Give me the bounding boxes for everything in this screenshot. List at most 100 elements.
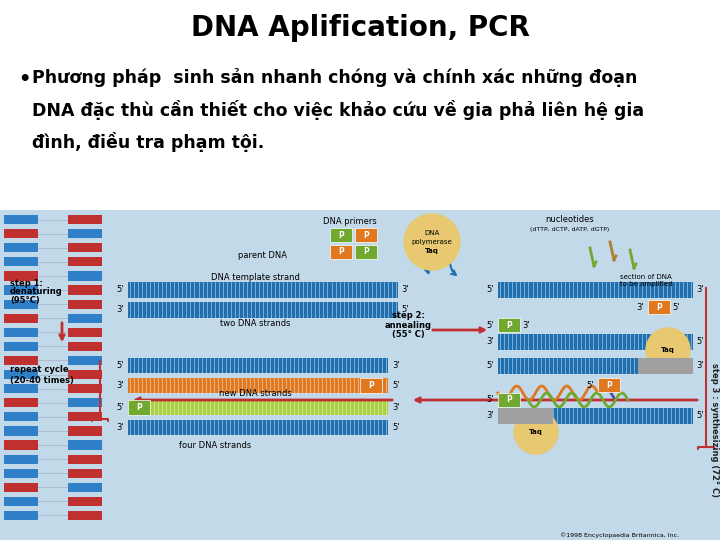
Text: đình, điều tra phạm tội.: đình, điều tra phạm tội.: [32, 132, 264, 152]
FancyBboxPatch shape: [128, 378, 388, 393]
FancyBboxPatch shape: [68, 286, 102, 295]
Text: 3': 3': [696, 286, 703, 294]
FancyBboxPatch shape: [4, 483, 37, 492]
FancyBboxPatch shape: [4, 243, 37, 252]
FancyBboxPatch shape: [4, 215, 37, 224]
Text: two DNA strands: two DNA strands: [220, 320, 290, 328]
FancyBboxPatch shape: [4, 356, 37, 365]
Text: 5': 5': [487, 286, 494, 294]
FancyBboxPatch shape: [4, 314, 37, 323]
FancyBboxPatch shape: [498, 334, 693, 350]
Text: 3': 3': [487, 338, 494, 347]
Text: four DNA strands: four DNA strands: [179, 441, 251, 449]
FancyBboxPatch shape: [4, 398, 37, 407]
FancyBboxPatch shape: [4, 412, 37, 421]
FancyBboxPatch shape: [4, 342, 37, 351]
Text: (95°C): (95°C): [10, 296, 40, 306]
Text: 5': 5': [117, 286, 124, 294]
Text: P: P: [136, 403, 142, 412]
Text: 5': 5': [392, 423, 400, 432]
Text: section of DNA: section of DNA: [620, 274, 672, 280]
Text: 3': 3': [636, 302, 644, 312]
FancyBboxPatch shape: [648, 300, 670, 314]
Text: P: P: [606, 381, 612, 389]
FancyBboxPatch shape: [128, 358, 388, 373]
FancyBboxPatch shape: [330, 228, 352, 242]
Text: nucleotides: nucleotides: [546, 215, 595, 225]
FancyBboxPatch shape: [330, 245, 352, 259]
FancyBboxPatch shape: [0, 210, 720, 540]
Text: step 1:: step 1:: [10, 279, 43, 287]
FancyBboxPatch shape: [4, 300, 37, 309]
FancyBboxPatch shape: [498, 358, 693, 374]
FancyBboxPatch shape: [355, 245, 377, 259]
Text: DNA đặc thù cần thiết cho việc khảo cứu về gia phả liên hệ gia: DNA đặc thù cần thiết cho việc khảo cứu …: [32, 100, 644, 120]
FancyBboxPatch shape: [4, 497, 37, 506]
FancyBboxPatch shape: [498, 282, 693, 298]
FancyBboxPatch shape: [68, 215, 102, 224]
Text: 3': 3': [522, 321, 530, 329]
FancyBboxPatch shape: [68, 455, 102, 464]
Text: P: P: [506, 395, 512, 404]
Text: 3': 3': [117, 423, 124, 432]
Text: P: P: [338, 231, 344, 240]
Text: annealing: annealing: [384, 321, 431, 329]
Circle shape: [404, 214, 460, 270]
Text: 3': 3': [392, 361, 400, 370]
Text: 5': 5': [696, 338, 703, 347]
FancyBboxPatch shape: [4, 272, 37, 280]
Text: Taq: Taq: [425, 248, 439, 254]
FancyBboxPatch shape: [4, 229, 37, 238]
FancyBboxPatch shape: [68, 314, 102, 323]
FancyBboxPatch shape: [68, 384, 102, 393]
Text: P: P: [656, 302, 662, 312]
Text: P: P: [368, 381, 374, 390]
Text: DNA primers: DNA primers: [323, 218, 377, 226]
FancyBboxPatch shape: [498, 408, 553, 424]
Text: (55° C): (55° C): [392, 330, 424, 340]
Text: P: P: [338, 247, 344, 256]
FancyBboxPatch shape: [4, 286, 37, 295]
FancyBboxPatch shape: [68, 328, 102, 337]
Text: 3': 3': [401, 286, 409, 294]
Text: P: P: [363, 247, 369, 256]
FancyBboxPatch shape: [68, 229, 102, 238]
FancyBboxPatch shape: [128, 302, 398, 318]
Text: 5': 5': [487, 395, 494, 404]
Text: •: •: [18, 70, 30, 89]
FancyBboxPatch shape: [4, 441, 37, 450]
Text: 5': 5': [487, 361, 494, 370]
FancyBboxPatch shape: [68, 356, 102, 365]
FancyBboxPatch shape: [68, 272, 102, 280]
FancyBboxPatch shape: [68, 497, 102, 506]
Text: to be amplified: to be amplified: [620, 281, 672, 287]
Text: repeat cycle: repeat cycle: [10, 366, 68, 375]
FancyBboxPatch shape: [128, 420, 388, 435]
Text: ©1998 Encyclopaedia Britannica, Inc.: ©1998 Encyclopaedia Britannica, Inc.: [560, 532, 679, 538]
FancyBboxPatch shape: [68, 398, 102, 407]
FancyBboxPatch shape: [355, 228, 377, 242]
Text: DNA: DNA: [424, 230, 440, 236]
FancyBboxPatch shape: [498, 408, 693, 424]
Text: 5': 5': [587, 381, 594, 389]
Text: step 3 : synthesizing (72° C): step 3 : synthesizing (72° C): [709, 363, 719, 497]
FancyBboxPatch shape: [68, 483, 102, 492]
Text: DNA Aplification, PCR: DNA Aplification, PCR: [191, 14, 529, 42]
Text: Taq: Taq: [661, 347, 675, 353]
FancyBboxPatch shape: [68, 412, 102, 421]
Text: 5': 5': [117, 361, 124, 370]
Circle shape: [514, 410, 558, 454]
FancyBboxPatch shape: [4, 328, 37, 337]
FancyBboxPatch shape: [68, 427, 102, 436]
Text: 5': 5': [696, 411, 703, 421]
Text: 3': 3': [117, 381, 124, 390]
FancyBboxPatch shape: [498, 318, 520, 332]
Text: 5': 5': [392, 381, 400, 390]
FancyBboxPatch shape: [638, 358, 693, 374]
Text: (20-40 times): (20-40 times): [10, 375, 74, 384]
FancyBboxPatch shape: [68, 342, 102, 351]
FancyBboxPatch shape: [68, 300, 102, 309]
Text: 3': 3': [487, 411, 494, 421]
FancyBboxPatch shape: [360, 378, 382, 393]
FancyBboxPatch shape: [68, 370, 102, 379]
